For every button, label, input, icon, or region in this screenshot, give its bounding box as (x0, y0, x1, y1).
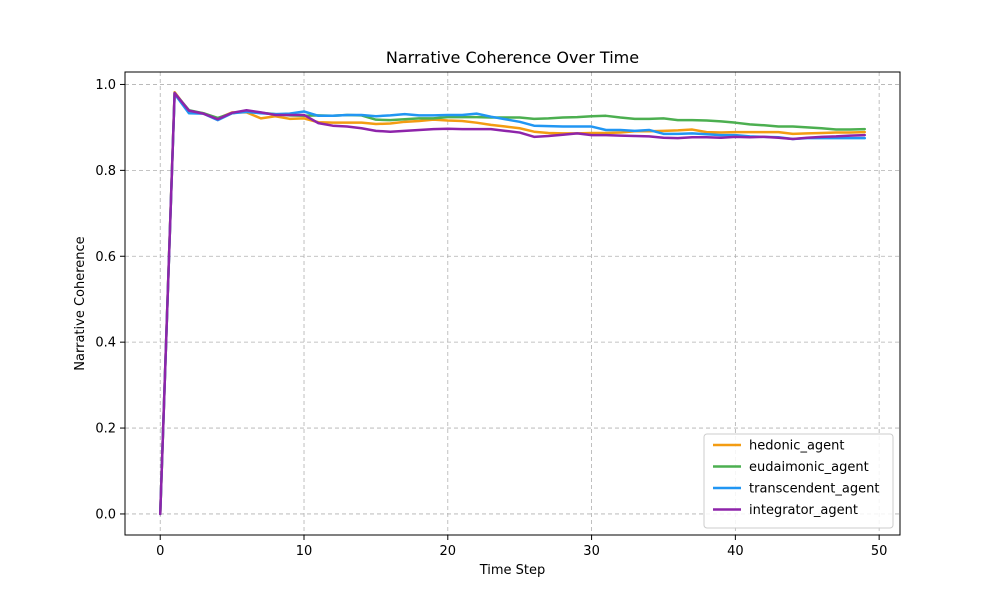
y-tick-label: 0.8 (95, 164, 116, 179)
y-tick-label: 0.4 (95, 336, 116, 351)
legend-label: hedonic_agent (749, 439, 845, 454)
x-axis: 0 10 20 30 40 50 (156, 535, 887, 559)
legend-label: eudaimonic_agent (749, 460, 869, 475)
series-line-integrator-agent (158, 91, 867, 516)
legend-label: integrator_agent (749, 503, 858, 518)
y-tick-label: 1.0 (95, 78, 116, 93)
series-lines (158, 90, 867, 516)
series-line-hedonic-agent (158, 90, 867, 516)
y-tick-label: 0.6 (95, 250, 116, 265)
y-axis: 0.0 0.2 0.4 0.6 0.8 1.0 (95, 78, 125, 522)
chart-title: Narrative Coherence Over Time (386, 48, 639, 67)
x-tick-label: 20 (440, 544, 457, 559)
legend-box (703, 433, 894, 529)
y-tick-label: 0.2 (95, 422, 116, 437)
x-tick-label: 0 (156, 544, 164, 559)
x-tick-label: 40 (727, 544, 744, 559)
legend: hedonic_agent eudaimonic_agent transcenden… (703, 433, 894, 529)
y-tick-label: 0.0 (95, 507, 116, 522)
plot-frame (124, 71, 901, 536)
x-axis-label: Time Step (479, 563, 546, 578)
x-tick-label: 10 (296, 544, 313, 559)
x-tick-label: 30 (583, 544, 600, 559)
x-tick-label: 50 (871, 544, 888, 559)
legend-label: transcendent_agent (749, 482, 879, 497)
y-axis-label: Narrative Coherence (73, 236, 88, 370)
grid-lines (125, 72, 900, 535)
